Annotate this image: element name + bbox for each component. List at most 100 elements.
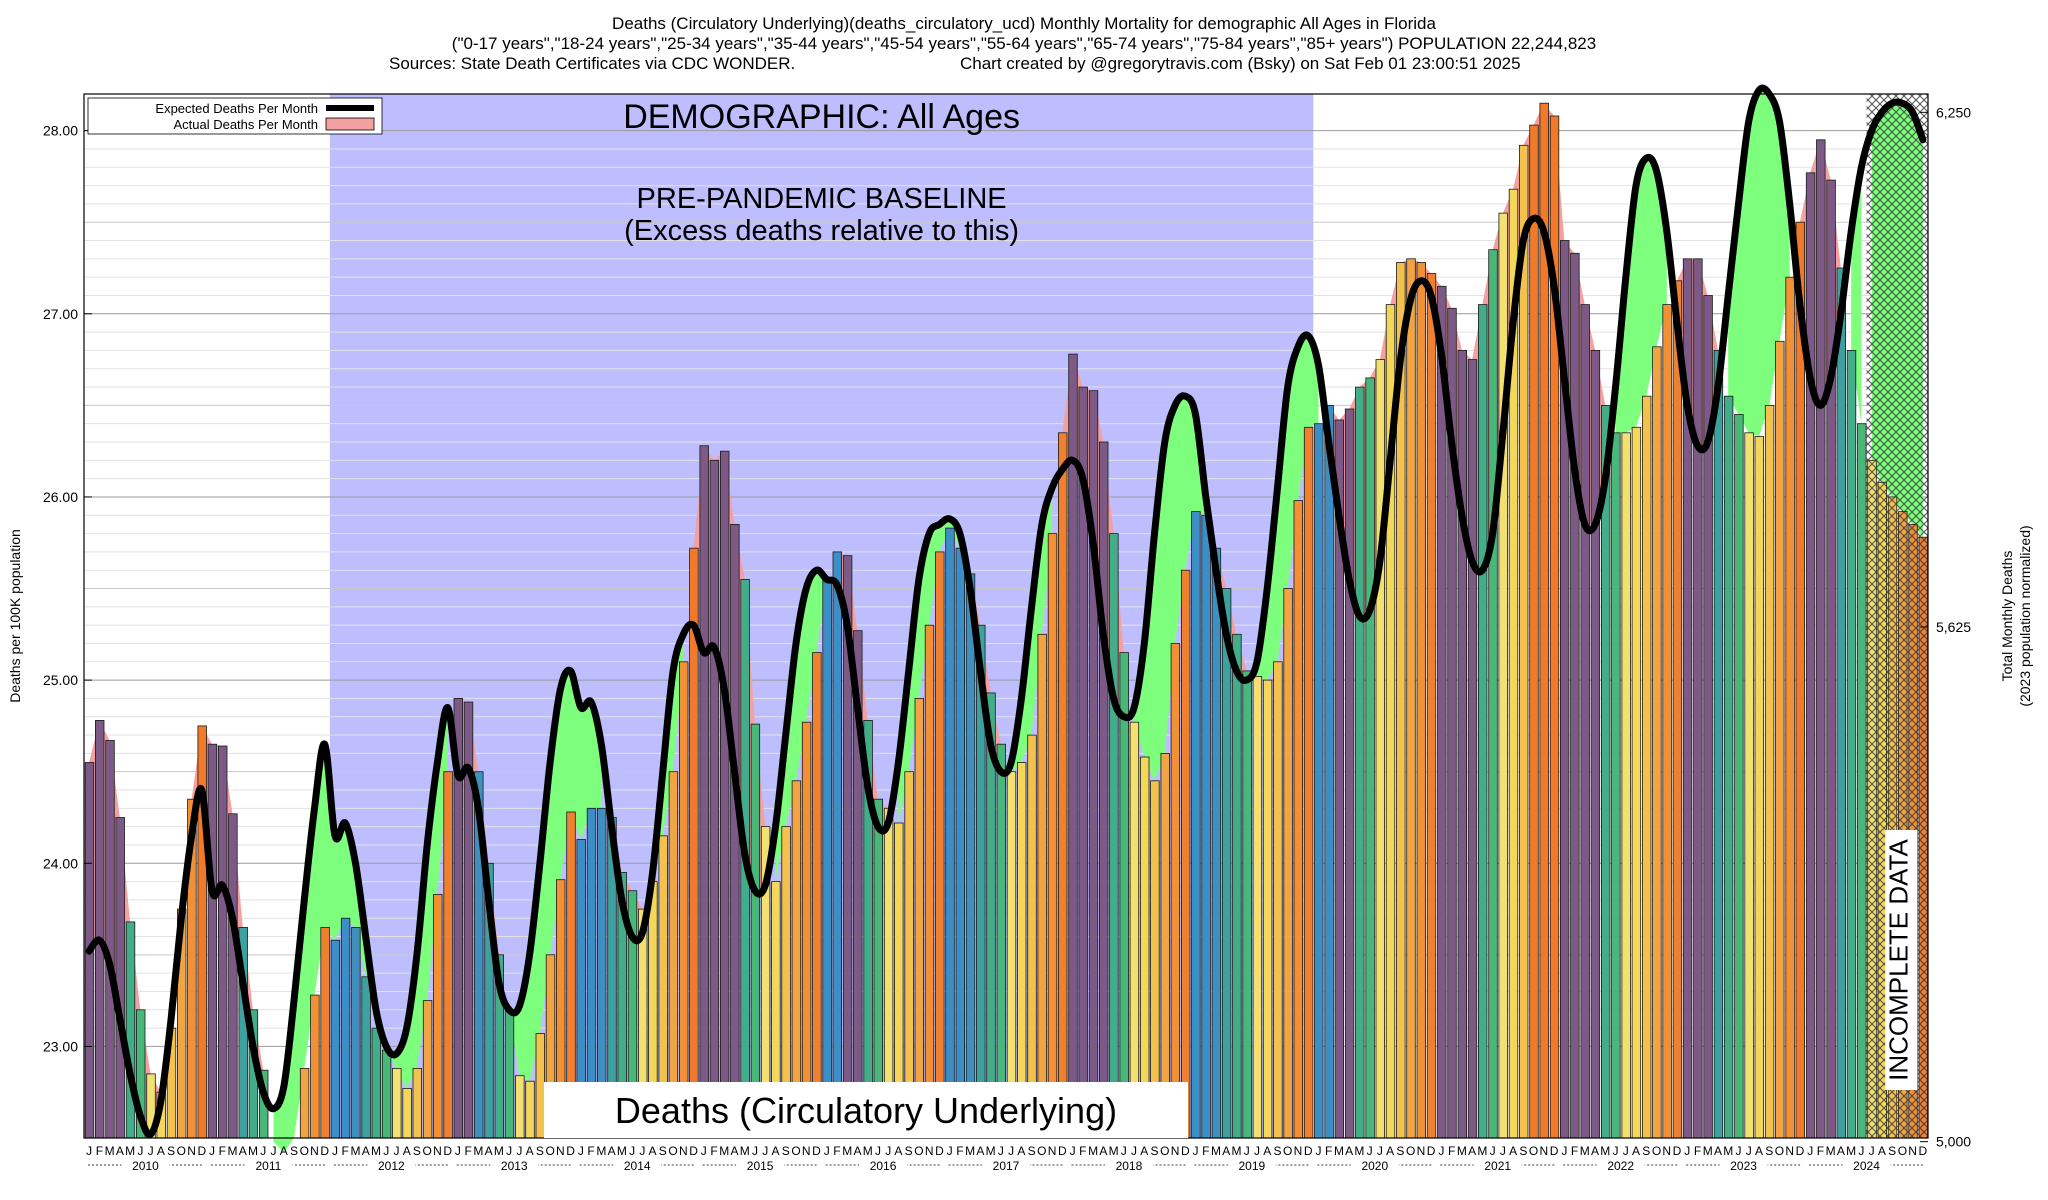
x-month-label: N bbox=[1539, 1144, 1548, 1158]
bar bbox=[1775, 340, 1785, 1139]
x-month-label: N bbox=[679, 1144, 688, 1158]
legend-actual-label: Actual Deaths Per Month bbox=[173, 117, 318, 132]
bar bbox=[535, 1033, 546, 1139]
bar bbox=[1129, 721, 1140, 1139]
x-year-bg bbox=[1350, 1158, 1399, 1172]
x-month-label: O bbox=[1529, 1144, 1538, 1158]
bar bbox=[1621, 432, 1631, 1139]
bar bbox=[914, 698, 925, 1139]
x-month-label: A bbox=[894, 1144, 902, 1158]
baseline-label-1: PRE-PANDEMIC BASELINE bbox=[637, 183, 1007, 215]
bar bbox=[1662, 304, 1672, 1139]
bar bbox=[1457, 349, 1468, 1139]
bar bbox=[1570, 252, 1580, 1139]
x-year-bg bbox=[121, 1158, 170, 1172]
x-month-label: D bbox=[1427, 1144, 1436, 1158]
x-month-label: A bbox=[1878, 1144, 1886, 1158]
bar bbox=[1017, 762, 1027, 1139]
x-month-label: S bbox=[1273, 1144, 1281, 1158]
bar bbox=[1652, 346, 1662, 1139]
x-year-bg bbox=[1596, 1158, 1645, 1172]
baseline-label-2: (Excess deaths relative to this) bbox=[624, 215, 1019, 247]
x-month-label: A bbox=[1386, 1144, 1394, 1158]
x-month-label: D bbox=[443, 1144, 452, 1158]
x-month-label: J bbox=[332, 1144, 338, 1158]
sources-text: Sources: State Death Certificates via CD… bbox=[389, 54, 796, 73]
bar bbox=[1181, 569, 1191, 1139]
bar bbox=[1734, 414, 1744, 1139]
bar bbox=[433, 894, 443, 1139]
x-month-label: J bbox=[762, 1144, 768, 1158]
chart-title-line-1: Deaths (Circulatory Underlying)(deaths_c… bbox=[612, 14, 1436, 33]
x-month-label: M bbox=[125, 1144, 135, 1158]
x-month-label: D bbox=[566, 1144, 575, 1158]
bar bbox=[351, 927, 361, 1139]
bar bbox=[1283, 588, 1293, 1139]
bar bbox=[310, 994, 320, 1139]
y-tick-label: 24.00 bbox=[43, 855, 78, 871]
bar bbox=[412, 1068, 423, 1139]
x-month-label: N bbox=[925, 1144, 934, 1158]
x-month-label: J bbox=[824, 1144, 830, 1158]
x-month-label: J bbox=[516, 1144, 522, 1158]
x-month-label: S bbox=[1028, 1144, 1036, 1158]
bar bbox=[1027, 734, 1037, 1139]
x-month-label: A bbox=[649, 1144, 657, 1158]
x-month-label: A bbox=[485, 1144, 493, 1158]
x-year-bg bbox=[982, 1158, 1030, 1172]
x-month-label: A bbox=[1755, 1144, 1763, 1158]
y-tick-label: 25.00 bbox=[43, 672, 78, 688]
x-month-label: M bbox=[1334, 1144, 1344, 1158]
x-month-label: D bbox=[1181, 1144, 1190, 1158]
x-year-bg bbox=[1104, 1158, 1153, 1172]
x-month-label: S bbox=[659, 1144, 667, 1158]
x-month-label: A bbox=[403, 1144, 411, 1158]
x-month-label: M bbox=[1354, 1144, 1364, 1158]
bar bbox=[525, 1080, 535, 1139]
bar bbox=[402, 1088, 412, 1139]
x-month-label: M bbox=[1109, 1144, 1119, 1158]
x-month-label: D bbox=[935, 1144, 944, 1158]
bar bbox=[1846, 349, 1857, 1139]
bar bbox=[1232, 633, 1242, 1139]
bar bbox=[1754, 436, 1765, 1139]
bottom-label-box bbox=[544, 1082, 1188, 1138]
bar bbox=[996, 743, 1007, 1139]
x-month-label: O bbox=[300, 1144, 309, 1158]
x-month-label: F bbox=[1817, 1144, 1824, 1158]
x-month-label: S bbox=[782, 1144, 790, 1158]
y-axis-label-right-2: (2023 population normalized) bbox=[2017, 525, 2033, 706]
x-month-label: M bbox=[371, 1144, 381, 1158]
x-month-label: A bbox=[157, 1144, 165, 1158]
x-month-label: J bbox=[1438, 1144, 1444, 1158]
x-month-label: A bbox=[1263, 1144, 1271, 1158]
bar bbox=[1816, 139, 1826, 1139]
x-month-label: M bbox=[1457, 1144, 1467, 1158]
x-month-label: M bbox=[1580, 1144, 1590, 1158]
x-month-label: O bbox=[1037, 1144, 1046, 1158]
x-month-label: M bbox=[1232, 1144, 1242, 1158]
x-year-bg bbox=[1473, 1158, 1522, 1172]
y-axis-label-right-1: Total Monthly Deaths bbox=[1999, 551, 2015, 682]
x-month-label: F bbox=[342, 1144, 349, 1158]
x-month-label: D bbox=[1673, 1144, 1682, 1158]
x-month-label: F bbox=[1571, 1144, 1578, 1158]
x-year-bg bbox=[244, 1158, 293, 1172]
x-month-label: A bbox=[1140, 1144, 1148, 1158]
x-month-label: J bbox=[86, 1144, 92, 1158]
x-month-label: J bbox=[137, 1144, 143, 1158]
x-month-label: F bbox=[587, 1144, 594, 1158]
bar bbox=[1344, 408, 1355, 1139]
bar bbox=[105, 740, 115, 1139]
x-month-label: M bbox=[596, 1144, 606, 1158]
x-month-label: F bbox=[833, 1144, 840, 1158]
x-month-label: D bbox=[1796, 1144, 1805, 1158]
bar bbox=[1764, 404, 1775, 1139]
bar bbox=[125, 921, 136, 1139]
bar bbox=[115, 817, 125, 1139]
x-month-label: A bbox=[1837, 1144, 1845, 1158]
bar bbox=[1365, 377, 1375, 1139]
x-month-label: S bbox=[1151, 1144, 1159, 1158]
x-month-label: M bbox=[740, 1144, 750, 1158]
x-month-label: A bbox=[526, 1144, 534, 1158]
